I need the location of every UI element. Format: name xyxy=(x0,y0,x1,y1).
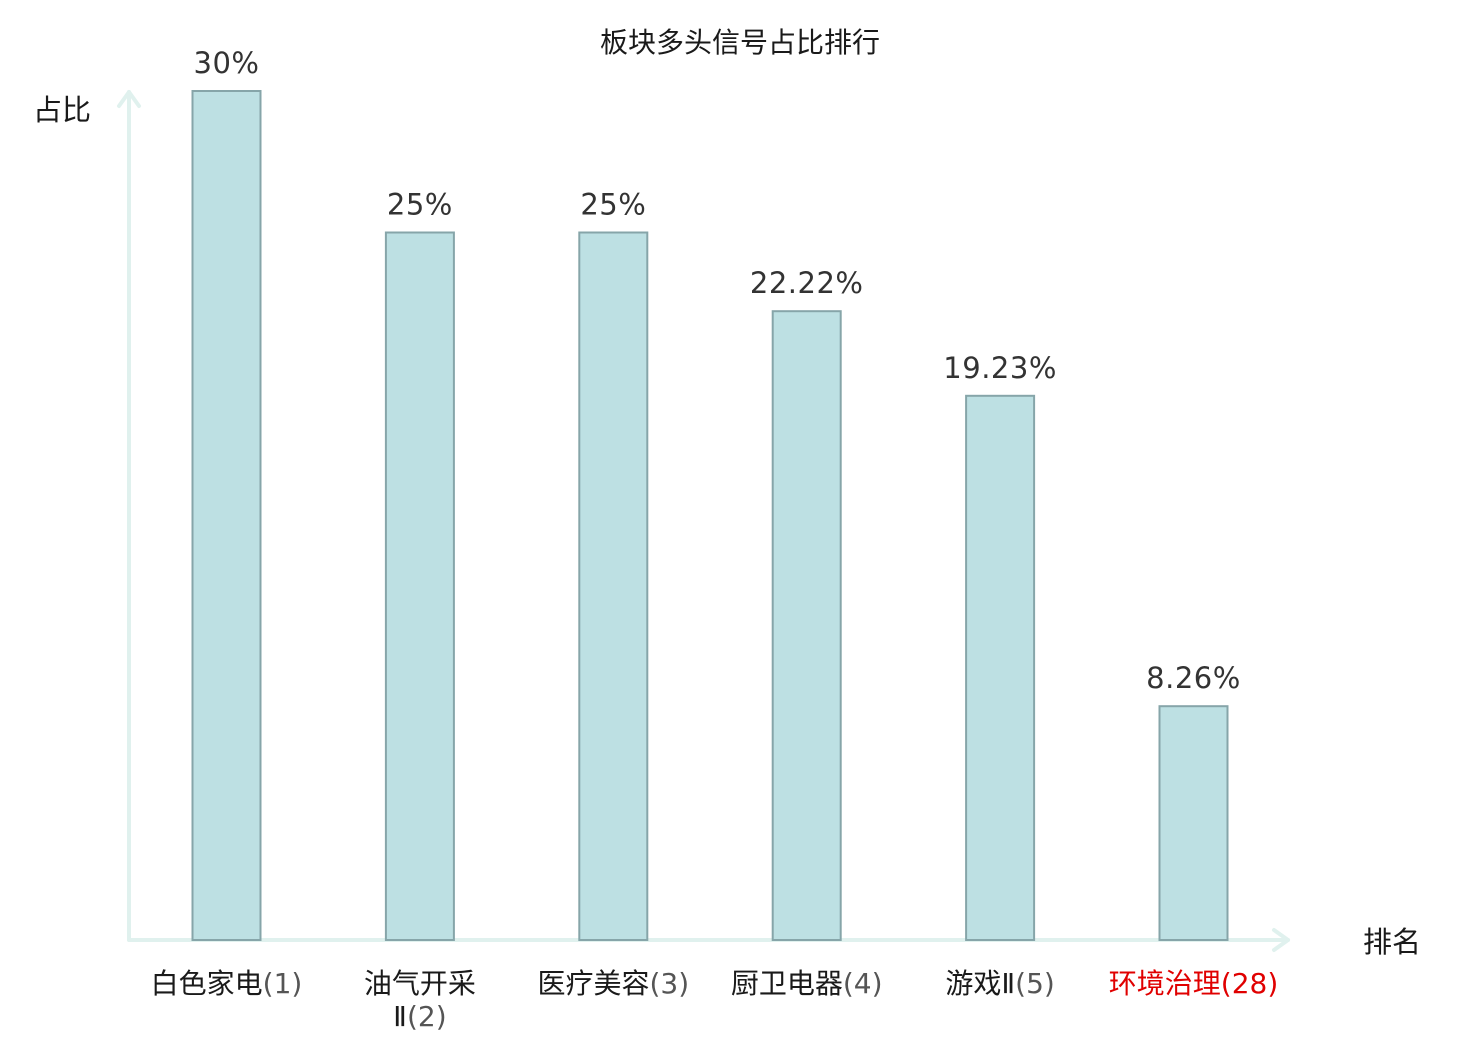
bar xyxy=(578,231,649,941)
bar xyxy=(965,394,1036,941)
category-tick-label: Ⅱ(2) xyxy=(393,1000,446,1033)
category-tick-label: 厨卫电器(4) xyxy=(731,967,883,1000)
bar xyxy=(384,231,455,941)
x-axis-label: 排名 xyxy=(1363,925,1421,959)
x-axis-arrow xyxy=(1272,928,1290,952)
chart-title: 板块多头信号占比排行 xyxy=(600,26,880,59)
y-axis-arrow xyxy=(117,90,141,108)
category-tick-label: 医疗美容(3) xyxy=(537,967,689,1000)
category-tick-label: 油气开采 xyxy=(364,967,476,1000)
data-label: 8.26% xyxy=(1146,661,1241,695)
category-tick-label: 环境治理(28) xyxy=(1109,967,1279,1000)
x-axis xyxy=(127,928,1290,952)
data-label: 30% xyxy=(194,46,260,80)
data-label: 22.22% xyxy=(750,266,864,300)
category-tick-label: 游戏Ⅱ(5) xyxy=(945,967,1054,1000)
bar xyxy=(191,90,262,941)
data-label: 19.23% xyxy=(943,351,1057,385)
data-labels: 30% 25% 25% 22.22% 19.23% 8.26% xyxy=(194,46,1241,695)
bar xyxy=(771,310,842,941)
category-tick-label: 白色家电(1) xyxy=(151,967,303,1000)
bar xyxy=(1158,705,1229,942)
data-label: 25% xyxy=(580,188,646,222)
y-axis xyxy=(117,90,141,942)
bar-series xyxy=(191,90,1229,942)
y-axis-label: 占比 xyxy=(33,93,91,127)
data-label: 25% xyxy=(387,188,453,222)
